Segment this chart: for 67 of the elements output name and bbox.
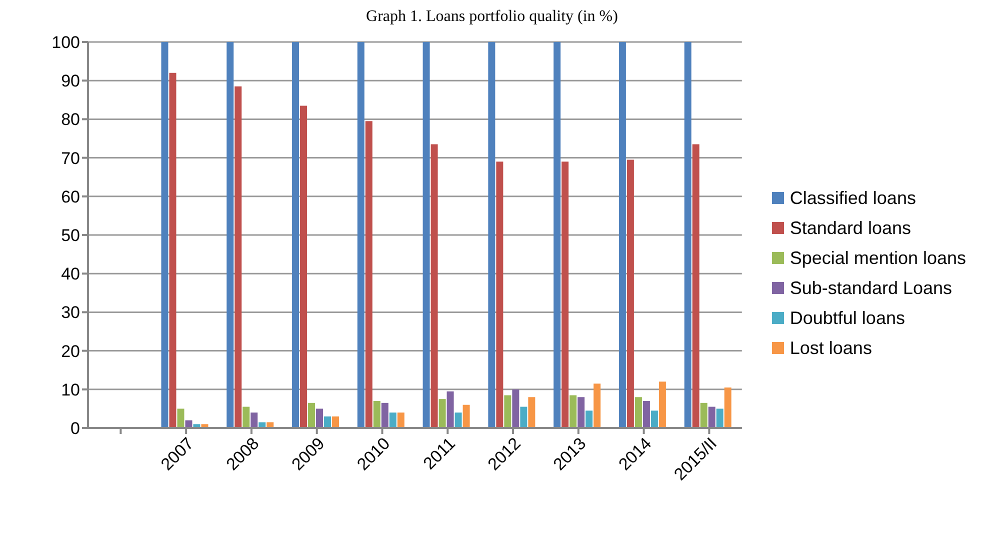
bar <box>454 412 462 428</box>
bar <box>708 406 716 428</box>
y-tick-label: 100 <box>52 33 80 52</box>
y-tick-label: 90 <box>61 72 80 91</box>
bar <box>594 384 601 428</box>
bar <box>570 395 577 428</box>
bar <box>692 144 700 428</box>
bar <box>554 42 561 428</box>
bar <box>684 42 692 428</box>
bar <box>700 402 708 428</box>
bar <box>300 106 308 428</box>
bar <box>618 42 626 428</box>
bar <box>488 42 496 428</box>
y-tick-label: 80 <box>61 110 80 130</box>
bar <box>373 400 380 428</box>
bar <box>177 408 184 428</box>
y-tick-label: 0 <box>70 419 80 438</box>
bar <box>357 42 364 428</box>
bar <box>446 391 454 428</box>
bar <box>512 389 520 428</box>
bar <box>324 416 332 428</box>
y-tick-label: 50 <box>61 226 80 246</box>
bar <box>462 404 470 428</box>
bar <box>169 72 176 428</box>
legend-label: Lost loans <box>790 337 872 360</box>
bar <box>724 387 732 428</box>
bar <box>242 406 250 428</box>
y-tick-label: 30 <box>61 303 80 322</box>
bar <box>381 402 388 428</box>
bar <box>308 402 316 428</box>
bar <box>520 406 528 428</box>
chart-title: Graph 1. Loans portfolio quality (in %) <box>365 8 619 27</box>
bar <box>634 397 642 428</box>
bar <box>389 412 396 428</box>
bar <box>578 397 585 428</box>
bar <box>496 162 504 428</box>
y-tick-label: 60 <box>61 187 80 206</box>
bar <box>430 144 438 428</box>
legend-label: Sub-standard Loans <box>790 277 952 300</box>
bar <box>250 412 258 428</box>
legend-label: Doubtful loans <box>790 307 905 330</box>
y-tick-label: 70 <box>61 148 80 168</box>
bar <box>504 395 512 428</box>
bar <box>528 397 536 428</box>
bar <box>234 86 242 428</box>
bar <box>562 162 569 428</box>
bar <box>650 410 658 428</box>
bar <box>586 410 593 428</box>
bar <box>716 408 724 428</box>
bar <box>316 408 324 428</box>
bar <box>397 412 404 428</box>
bar <box>365 121 372 428</box>
y-tick-label: 20 <box>61 342 80 361</box>
bar <box>332 416 340 428</box>
y-tick-label: 10 <box>61 380 80 400</box>
bar <box>658 382 666 428</box>
bar <box>292 42 300 428</box>
bar <box>422 42 430 428</box>
legend-label: Special mention loans <box>790 247 966 270</box>
legend-label: Standard loans <box>790 217 911 240</box>
bar <box>438 399 446 428</box>
bar <box>626 160 634 428</box>
bar <box>226 42 234 428</box>
legend-label: Classified loans <box>790 187 916 210</box>
bar <box>642 400 650 428</box>
y-tick-label: 40 <box>61 264 80 284</box>
bar <box>161 42 168 428</box>
